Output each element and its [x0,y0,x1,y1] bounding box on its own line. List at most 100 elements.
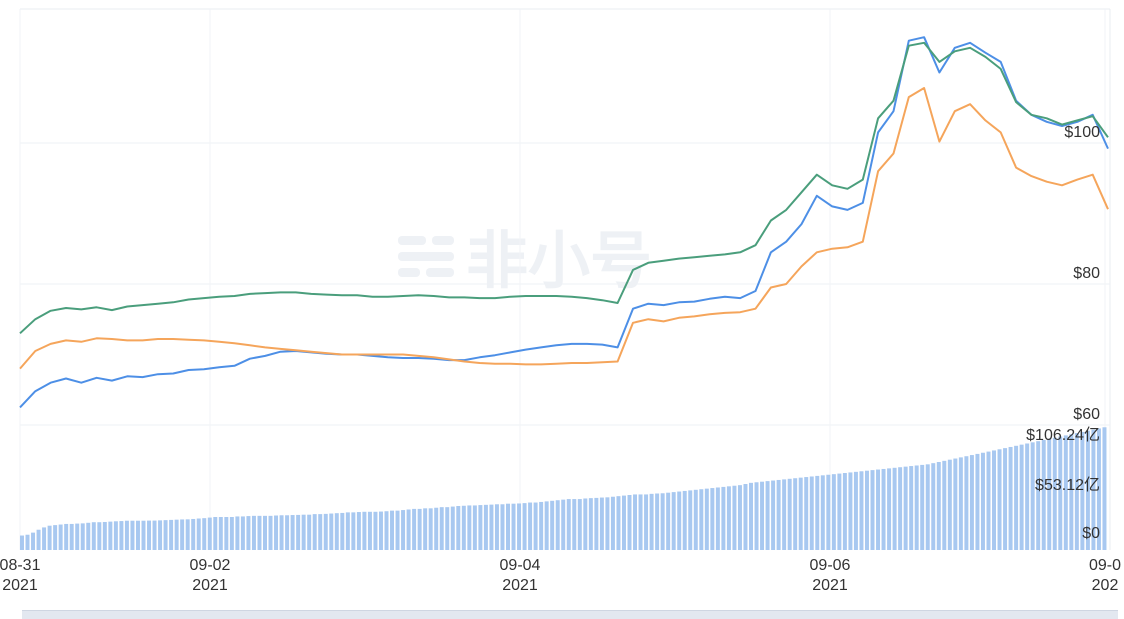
volume-bar [947,459,952,550]
volume-bar [412,508,417,550]
volume-bar [191,518,196,550]
volume-bar [859,471,864,550]
volume-bar [224,517,229,550]
volume-bar [820,475,825,550]
volume-bar [500,504,505,550]
volume-bar [439,507,444,550]
volume-bar [627,495,632,550]
volume-bar [555,500,560,550]
volume-bar [566,499,571,550]
volume-bar [174,519,179,550]
volume-bar [240,516,245,550]
volume-bar [1019,444,1024,550]
volume-bar [815,475,820,550]
volume-bar [395,510,400,550]
volume-bar [853,471,858,550]
volume-bar [909,466,914,550]
volume-bar [152,520,157,550]
volume-bar [246,516,251,550]
volume-bar [633,494,638,550]
volume-bar [384,511,389,550]
volume-bar [445,507,450,550]
volume-bar [715,487,720,550]
volume-bar [539,501,544,550]
volume-bar [494,504,499,550]
volume-bar [428,508,433,550]
volume-bar [1036,441,1041,550]
volume-bar [329,513,334,550]
volume-bar [356,512,361,550]
volume-bar [47,525,52,550]
volume-bar [533,502,538,550]
volume-bar [732,485,737,550]
volume-bar [644,494,649,550]
volume-bar [517,503,522,550]
x-tick-date-label: 09-06 [810,557,851,574]
price-series-line-1 [19,36,1109,409]
volume-bar [406,509,411,550]
volume-bar [58,524,63,550]
volume-bar [1074,433,1079,550]
volume-bar [390,510,395,550]
volume-bar [588,498,593,550]
volume-bar [351,512,356,550]
volume-bar [826,474,831,550]
volume-bar [1003,448,1008,550]
volume-bar [378,511,383,550]
volume-bar [64,523,69,550]
volume-bar [765,481,770,550]
volume-bar [964,456,969,550]
volume-bar [771,480,776,550]
volume-bar [892,467,897,550]
volume-bar [1069,434,1074,550]
volume-bar [616,496,621,550]
volume-bar [147,520,152,550]
volume-bar [942,460,947,550]
volume-bar [285,515,290,550]
time-range-scrollbar[interactable] [22,610,1118,619]
volume-bar [340,512,345,550]
volume-bar [478,505,483,550]
volume-bar [610,496,615,550]
volume-bar [20,535,24,550]
volume-bar [235,516,240,550]
volume-bar [108,521,113,550]
volume-bar [1102,427,1107,550]
volume-bar [42,527,47,550]
volume-bar [809,476,814,550]
volume-bar [798,477,803,550]
volume-bar [666,492,671,550]
volume-bar [638,494,643,550]
volume-bar [307,514,312,550]
volume-bar [1041,440,1046,550]
volume-bar [688,490,693,550]
volume-bar [75,523,80,550]
volume-bar [931,463,936,550]
volume-bar [80,523,85,550]
volume-bar [544,501,549,550]
volume-bar [1008,446,1013,550]
volume-bar [257,515,262,550]
volume-bar [1080,431,1085,550]
volume-bar [91,522,96,550]
volume-bar [787,478,792,550]
volume-bar [119,521,124,550]
volume-bar [671,492,676,550]
volume-bar [290,515,295,550]
volume-bar [682,490,687,550]
volume-bar [583,498,588,550]
volume-bar [577,499,582,550]
volume-bar [842,473,847,550]
volume-bar [483,504,488,550]
volume-bar [953,458,958,550]
volume-y-tick-label: $0 [1082,525,1100,542]
volume-bar [831,474,836,550]
x-axis-labels: 08-31 2021 09-02 2021 09-04 2021 09-06 2021 09-0… [0,557,1121,594]
volume-bar [881,468,886,550]
volume-bar [870,470,875,550]
volume-bar [141,520,146,550]
volume-bar [710,488,715,550]
volume-bar [1052,437,1057,550]
x-tick-year-label: 2021 [192,577,228,594]
